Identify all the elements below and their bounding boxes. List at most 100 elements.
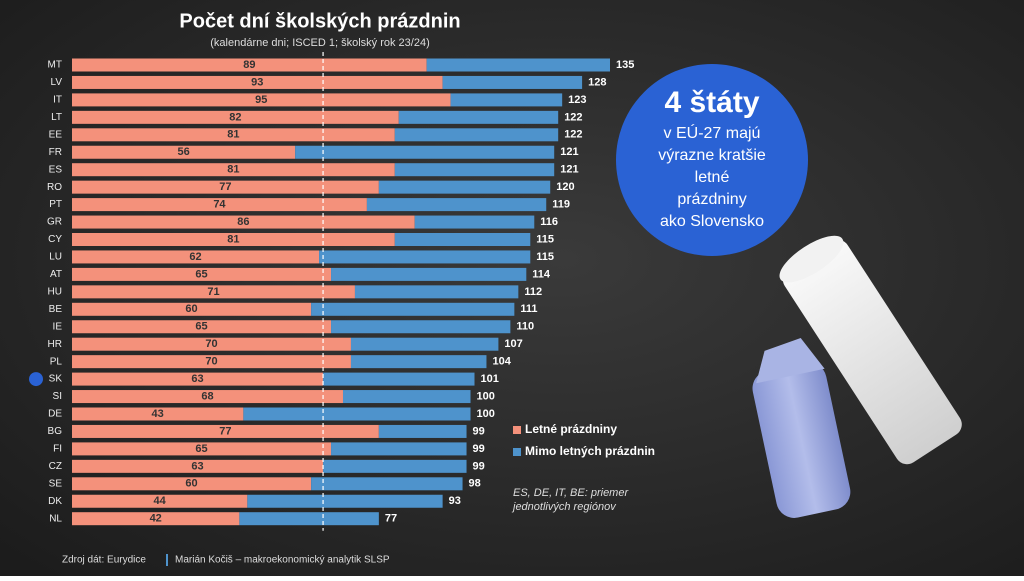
bar-segment xyxy=(72,407,244,421)
legend-swatch xyxy=(513,448,521,456)
bar-segment xyxy=(72,302,312,316)
bar-segment xyxy=(414,215,535,229)
chart-title: Počet dní školských prázdnin xyxy=(179,10,460,32)
value-label: 71 xyxy=(207,286,219,298)
value-label: 42 xyxy=(150,513,162,525)
bar-segment xyxy=(72,390,343,404)
y-tick-label: PL xyxy=(50,356,63,367)
bar-segment xyxy=(72,233,395,246)
value-label: 77 xyxy=(219,181,231,193)
bar-segment xyxy=(442,75,583,89)
y-tick-label: GR xyxy=(47,217,62,228)
bar-segment xyxy=(72,128,395,142)
y-tick-label: HR xyxy=(48,339,62,350)
total-label: 112 xyxy=(524,286,542,298)
total-label: 120 xyxy=(556,181,574,193)
y-tick-label: ES xyxy=(49,164,63,175)
total-label: 114 xyxy=(532,268,551,280)
y-tick-label: LU xyxy=(49,252,62,263)
y-tick-label: SK xyxy=(49,374,63,385)
total-label: 93 xyxy=(449,495,461,507)
callout-headline: 4 štáty xyxy=(664,86,759,119)
value-label: 65 xyxy=(195,443,207,455)
total-label: 128 xyxy=(588,76,606,88)
chalk-white xyxy=(779,235,962,465)
bar-segment xyxy=(247,494,443,508)
total-label: 115 xyxy=(536,233,554,245)
y-tick-label: PT xyxy=(49,199,62,210)
bar-segment xyxy=(72,355,351,369)
y-tick-label: NL xyxy=(49,513,62,524)
bar-segment xyxy=(72,180,379,194)
total-label: 116 xyxy=(540,216,558,228)
total-label: 135 xyxy=(616,59,634,71)
y-tick-label: MT xyxy=(48,60,62,71)
total-label: 99 xyxy=(473,443,485,455)
bar-segment xyxy=(72,163,395,177)
bar-segment xyxy=(378,424,467,438)
total-label: 111 xyxy=(520,303,537,315)
y-tick-label: LV xyxy=(51,77,63,88)
bar-segment xyxy=(394,128,559,142)
total-label: 100 xyxy=(477,408,495,420)
bar-segment xyxy=(323,372,475,386)
value-label: 89 xyxy=(243,59,255,71)
y-tick-label: LT xyxy=(51,112,62,123)
bar-segment xyxy=(72,58,427,72)
y-tick-label: RO xyxy=(47,182,62,193)
bar-segment xyxy=(450,93,563,107)
note: ES, DE, IT, BE: priemer xyxy=(513,487,629,499)
bar-segment xyxy=(394,163,555,177)
value-label: 74 xyxy=(213,199,226,211)
total-label: 99 xyxy=(473,425,485,437)
y-tick-label: SI xyxy=(53,391,62,402)
bar-segment xyxy=(72,442,332,456)
value-label: 60 xyxy=(185,303,197,315)
value-label: 56 xyxy=(177,146,189,158)
bar-segment xyxy=(350,337,499,351)
bar-segment xyxy=(311,477,463,491)
source: Zdroj dát: Eurydice xyxy=(62,555,146,566)
chart-subtitle: (kalendárne dni; ISCED 1; školský rok 23… xyxy=(210,37,430,49)
total-label: 123 xyxy=(568,94,586,106)
bar-segment xyxy=(72,145,296,159)
y-tick-label: BE xyxy=(49,304,63,315)
value-label: 77 xyxy=(219,425,231,437)
callout-line: v EÚ-27 majú xyxy=(664,123,761,142)
author: Marián Kočiš – makroekonomický analytik … xyxy=(175,555,390,566)
bar-segment xyxy=(72,250,320,264)
total-label: 98 xyxy=(469,478,481,490)
bar-segment xyxy=(378,180,551,194)
y-tick-label: CY xyxy=(48,234,62,245)
bar-segment xyxy=(72,337,351,351)
callout-circle xyxy=(616,64,808,256)
total-label: 110 xyxy=(516,321,534,333)
separator xyxy=(166,554,168,566)
bar-segment xyxy=(354,285,519,299)
bar-segment xyxy=(426,58,610,72)
value-label: 65 xyxy=(195,321,207,333)
bar-segment xyxy=(342,390,471,404)
total-label: 115 xyxy=(536,251,554,263)
y-tick-label: BG xyxy=(48,426,63,437)
bar-segment xyxy=(72,198,367,212)
value-label: 63 xyxy=(191,373,203,385)
bar-segment xyxy=(72,93,451,107)
total-label: 77 xyxy=(385,513,397,525)
bar-segment xyxy=(243,407,471,421)
total-label: 122 xyxy=(564,129,582,141)
value-label: 81 xyxy=(227,164,239,176)
note: jednotlivých regiónov xyxy=(511,501,617,513)
value-label: 44 xyxy=(154,495,167,507)
callout-line: ako Slovensko xyxy=(660,213,764,230)
y-tick-label: IT xyxy=(53,95,62,106)
value-label: 63 xyxy=(191,460,203,472)
y-tick-label: FR xyxy=(49,147,62,158)
bar-segment xyxy=(331,267,527,281)
value-label: 93 xyxy=(251,76,263,88)
value-label: 70 xyxy=(205,356,217,368)
value-label: 86 xyxy=(237,216,249,228)
value-label: 60 xyxy=(185,478,197,490)
bar-segment xyxy=(72,267,332,281)
y-tick-label: DK xyxy=(48,496,62,507)
